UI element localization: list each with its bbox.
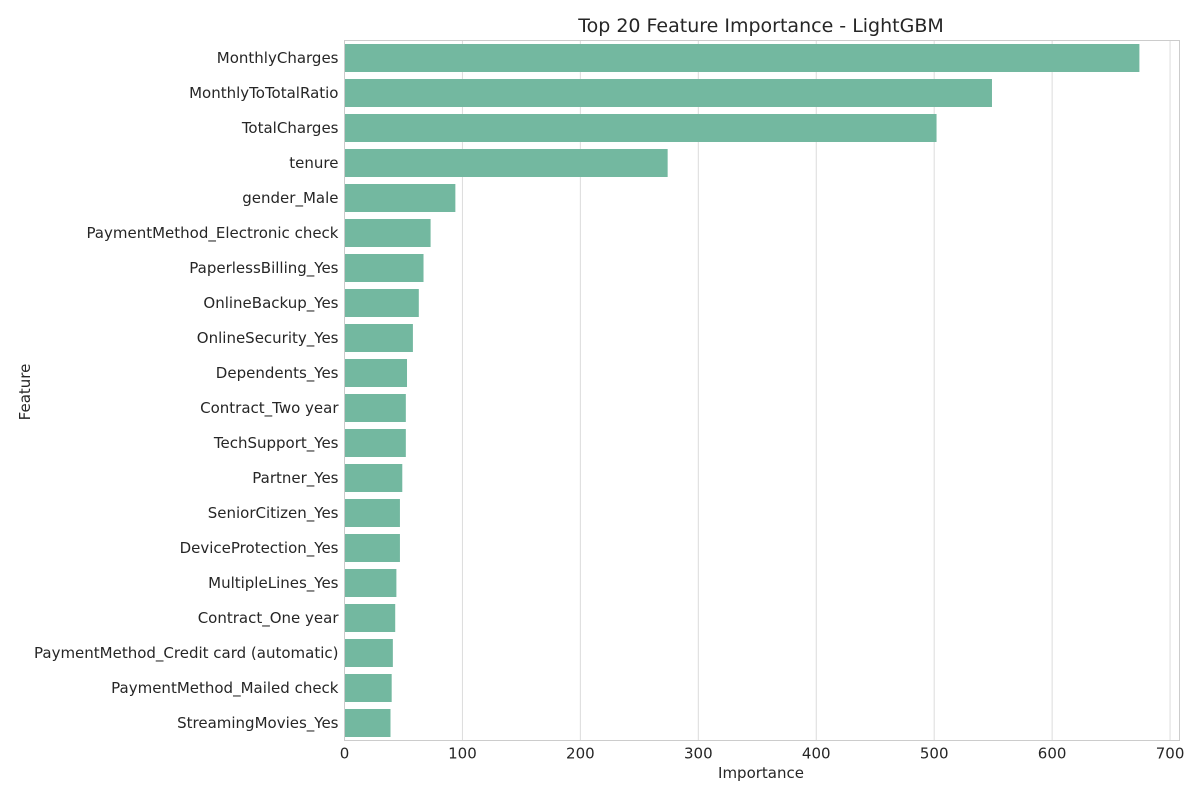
bar bbox=[344, 674, 392, 702]
y-tick-label: PaymentMethod_Electronic check bbox=[86, 224, 338, 243]
bar bbox=[344, 184, 456, 212]
bars bbox=[344, 44, 1140, 737]
bar bbox=[344, 44, 1140, 72]
bar bbox=[344, 149, 668, 177]
y-tick-label: SeniorCitizen_Yes bbox=[208, 504, 339, 523]
x-tick-label: 0 bbox=[340, 745, 350, 763]
bar bbox=[344, 499, 400, 527]
y-tick-label: Contract_One year bbox=[198, 609, 340, 628]
y-tick-label: PaperlessBilling_Yes bbox=[189, 259, 338, 278]
y-tick-label: MonthlyCharges bbox=[217, 49, 339, 67]
bar bbox=[344, 254, 424, 282]
y-tick-label: OnlineBackup_Yes bbox=[203, 294, 338, 313]
y-tick-label: DeviceProtection_Yes bbox=[180, 539, 339, 558]
y-tick-label: Contract_Two year bbox=[200, 399, 339, 418]
y-tick-label: TotalCharges bbox=[241, 119, 339, 137]
y-tick-label: MultipleLines_Yes bbox=[208, 574, 339, 593]
bar bbox=[344, 429, 406, 457]
y-tick-label: tenure bbox=[289, 154, 338, 172]
x-tick-label: 200 bbox=[566, 745, 595, 763]
chart-title: Top 20 Feature Importance - LightGBM bbox=[577, 15, 944, 37]
y-tick-label: PaymentMethod_Credit card (automatic) bbox=[34, 644, 339, 663]
bar bbox=[344, 534, 400, 562]
y-tick-label: gender_Male bbox=[242, 189, 338, 208]
bar bbox=[344, 569, 397, 597]
y-tick-label: MonthlyToTotalRatio bbox=[189, 84, 338, 102]
bar bbox=[344, 114, 937, 142]
bar bbox=[344, 324, 413, 352]
bar bbox=[344, 464, 403, 492]
x-tick-label: 100 bbox=[448, 745, 477, 763]
x-tick-labels: 0 100 200 300 400 500 600 700 bbox=[340, 745, 1185, 763]
x-tick-label: 600 bbox=[1038, 745, 1067, 763]
y-tick-labels: MonthlyCharges MonthlyToTotalRatio TotalCh… bbox=[34, 49, 339, 733]
x-tick-label: 300 bbox=[684, 745, 713, 763]
bar bbox=[344, 639, 393, 667]
x-tick-label: 700 bbox=[1156, 745, 1185, 763]
bar bbox=[344, 359, 408, 387]
grid-lines bbox=[344, 40, 1171, 741]
bar bbox=[344, 79, 992, 107]
plot-frame bbox=[344, 40, 1180, 741]
y-tick-label: Dependents_Yes bbox=[216, 364, 339, 383]
y-tick-label: Partner_Yes bbox=[252, 469, 338, 488]
y-tick-label: OnlineSecurity_Yes bbox=[197, 329, 339, 348]
y-tick-label: StreamingMovies_Yes bbox=[177, 714, 339, 733]
bar bbox=[344, 709, 391, 737]
x-axis-label: Importance bbox=[718, 764, 804, 782]
x-tick-label: 500 bbox=[920, 745, 949, 763]
y-tick-label: TechSupport_Yes bbox=[213, 434, 339, 453]
bar bbox=[344, 604, 396, 632]
bar bbox=[344, 289, 419, 317]
y-tick-label: PaymentMethod_Mailed check bbox=[111, 679, 339, 698]
x-tick-label: 400 bbox=[802, 745, 831, 763]
bar bbox=[344, 219, 431, 247]
bar bbox=[344, 394, 406, 422]
y-axis-label: Feature bbox=[16, 364, 34, 421]
